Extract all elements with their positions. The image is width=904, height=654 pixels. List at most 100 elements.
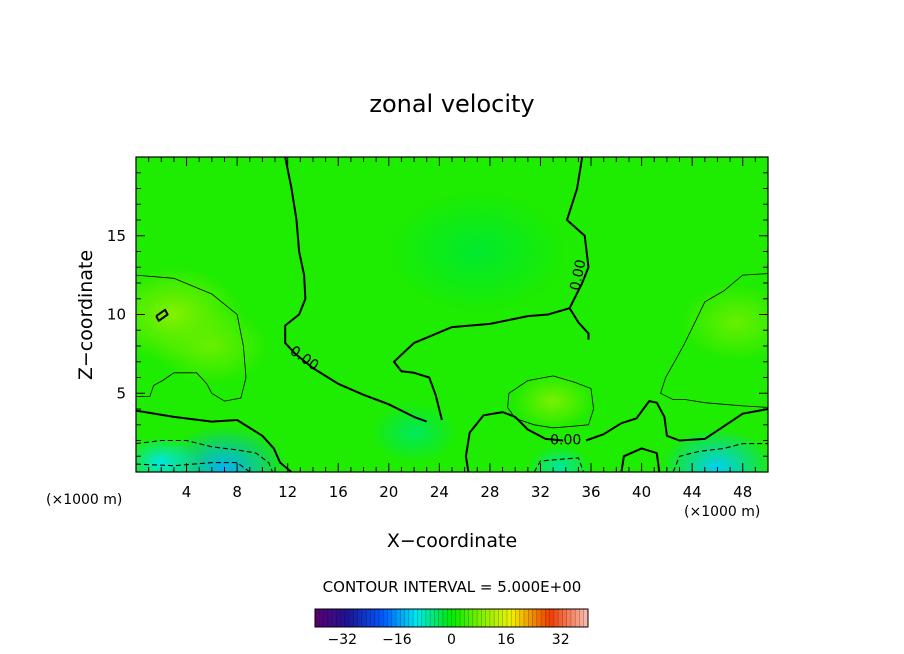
- colorbar-frame: [314, 608, 589, 628]
- zero-contour-mid-bottom: [464, 411, 564, 472]
- x-tick-label: 4: [182, 483, 192, 501]
- y-tick-label: 10: [107, 306, 126, 324]
- colorbar-swatch: [502, 609, 508, 627]
- field-blob: [136, 436, 200, 472]
- y-tick-label: 15: [107, 227, 126, 245]
- colorbar-swatch: [468, 609, 474, 627]
- zero-contour-ellipse: [155, 308, 169, 322]
- colorbar-swatch: [413, 609, 418, 627]
- colorbar-swatch: [455, 609, 461, 627]
- colorbar-swatch: [528, 609, 533, 627]
- colorbar-swatch: [558, 609, 563, 627]
- x-axis-unit-right: (×1000 m): [684, 504, 760, 520]
- colorbar-swatch: [370, 609, 376, 627]
- colorbar-swatch: [562, 609, 567, 627]
- x-tick-label: 12: [278, 483, 297, 501]
- colorbar-swatch: [404, 609, 410, 627]
- field-blob: [369, 402, 459, 463]
- zero-contour-right: [392, 157, 590, 421]
- colorbar-swatch: [541, 609, 546, 627]
- colorbar-swatch: [323, 609, 329, 627]
- contour-interval-label: CONTOUR INTERVAL = 5.000E+00: [323, 578, 582, 596]
- field-blob: [679, 283, 768, 362]
- x-tick-label: 32: [531, 483, 550, 501]
- colorbar-swatch: [451, 609, 457, 627]
- contour-label: 0.00: [550, 433, 581, 449]
- colorbar-swatch: [332, 609, 337, 627]
- colorbar-swatch: [400, 609, 405, 627]
- contour-neg5-right: [672, 443, 768, 472]
- colorbar-swatch: [549, 609, 555, 627]
- colorbar-swatch: [506, 609, 512, 627]
- colorbar-swatch: [579, 609, 585, 627]
- field-blob: [388, 190, 566, 313]
- field-blob: [512, 373, 594, 429]
- colorbar-swatch: [494, 609, 499, 627]
- x-tick-label: 40: [632, 483, 651, 501]
- contour-neg5-left: [136, 439, 274, 472]
- x-tick-label: 8: [232, 483, 242, 501]
- zero-contour-left: [284, 157, 428, 423]
- colorbar-swatch: [344, 609, 350, 627]
- colorbar-swatch: [353, 609, 358, 627]
- colorbar-swatch: [315, 609, 320, 627]
- colorbar-swatch: [498, 609, 503, 627]
- colorbar-swatch: [374, 609, 380, 627]
- colorbar-swatch: [408, 609, 414, 627]
- colorbar-swatch: [477, 609, 482, 627]
- colorbar-swatch: [553, 609, 559, 627]
- x-tick-label: 28: [480, 483, 499, 501]
- colorbar-swatch: [570, 609, 576, 627]
- colorbar-swatch: [357, 609, 363, 627]
- x-tick-label: 20: [379, 483, 398, 501]
- colorbar-swatch: [464, 609, 469, 627]
- colorbar-tick-label: 16: [497, 632, 515, 648]
- colorbar-swatch: [434, 609, 440, 627]
- colorbar-swatch: [442, 609, 448, 627]
- colorbar-swatch: [438, 609, 444, 627]
- contour-5-left: [136, 274, 247, 402]
- colorbar-swatch: [378, 609, 384, 627]
- colorbar-swatch: [545, 609, 550, 627]
- colorbar-swatch: [366, 609, 371, 627]
- colorbar-swatch: [430, 609, 435, 627]
- colorbar-swatch: [319, 609, 324, 627]
- x-tick-label: 16: [329, 483, 348, 501]
- colorbar-swatch: [417, 609, 422, 627]
- contour-lines: [136, 157, 768, 472]
- x-tick-label: 36: [581, 483, 600, 501]
- y-tick-label: 5: [116, 384, 126, 402]
- colorbar-swatch: [481, 609, 486, 627]
- colorbar-swatch: [327, 609, 333, 627]
- colorbar-swatch: [511, 609, 516, 627]
- colorbar-tick-label: −16: [382, 632, 412, 648]
- colorbar: −32 −16 0 16 32: [314, 608, 589, 648]
- velocity-field: [136, 157, 768, 472]
- colorbar-swatch: [396, 609, 401, 627]
- zero-contour-bump: [620, 447, 661, 472]
- colorbar-tick-label: 32: [552, 632, 570, 648]
- colorbar-swatch: [447, 609, 452, 627]
- colorbar-swatch: [485, 609, 491, 627]
- contour-label: 0.00: [567, 258, 589, 292]
- x-tick-label: 44: [683, 483, 702, 501]
- colorbar-swatch: [519, 609, 525, 627]
- field-blob: [527, 445, 592, 472]
- colorbar-swatch: [532, 609, 538, 627]
- y-axis-label: Z−coordinate: [75, 250, 97, 380]
- colorbar-swatch: [340, 609, 346, 627]
- colorbar-swatch: [566, 609, 572, 627]
- contour-neg5-mid: [533, 457, 585, 472]
- x-axis-unit-left: (×1000 m): [46, 492, 122, 508]
- x-axis-label: X−coordinate: [387, 530, 517, 552]
- colorbar-swatch: [391, 609, 397, 627]
- zero-contour-hook: [568, 307, 590, 340]
- colorbar-swatch: [536, 609, 542, 627]
- x-tick-label: 24: [430, 483, 449, 501]
- colorbar-swatch: [583, 609, 589, 627]
- contour-5-center: [507, 375, 595, 429]
- colorbar-swatch: [361, 609, 367, 627]
- colorbar-swatch: [575, 609, 580, 627]
- colorbar-swatch: [421, 609, 427, 627]
